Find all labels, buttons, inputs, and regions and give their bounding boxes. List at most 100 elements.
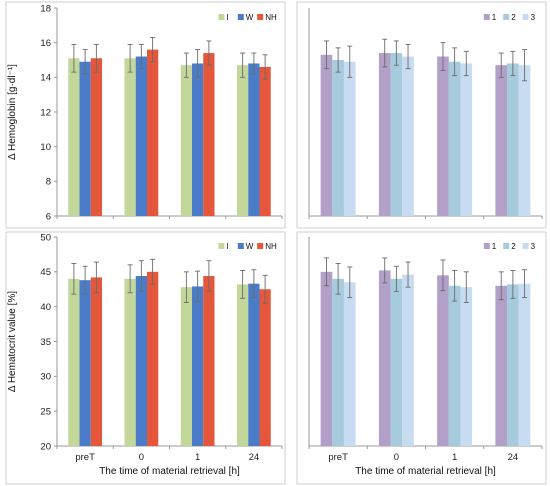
bar-I-1 [180,287,192,446]
bar-I-1 [180,65,192,216]
bar-3-1 [460,287,473,446]
bar-I-0 [124,58,136,217]
bar-NH-24 [259,289,271,446]
bar-I-24 [237,65,249,216]
y-tick-label: 10 [40,142,51,153]
y-tick-label: 16 [40,38,51,49]
y-tick-label: 6 [46,211,51,222]
y-tick-label: 40 [40,302,51,313]
x-tick-label: 0 [139,452,144,463]
bar-NH-0 [147,49,159,216]
legend-label-2: 2 [511,13,516,22]
legend-swatch-I [218,243,225,249]
legend-swatch-2 [503,243,510,249]
bar-3-1 [460,63,473,216]
legend-label-I: I [226,13,228,22]
bar-1-0 [378,270,391,446]
bar-3-preT [343,282,356,446]
bar-I-preT [68,278,80,446]
y-tick-label: 25 [40,406,51,417]
legend-swatch-1 [483,14,490,20]
x-tick-label: 24 [508,452,519,463]
bar-2-preT [332,60,344,216]
legend-swatch-I [218,14,225,20]
x-tick-label: preT [328,452,348,463]
bar-3-0 [402,274,414,446]
y-tick-label: 30 [40,372,51,383]
x-tick-label: 1 [195,452,200,463]
bar-W-0 [135,56,147,217]
legend-label-W: W [246,242,254,251]
legend-label-1: 1 [492,242,497,251]
y-tick-label: 8 [46,177,51,188]
bar-1-24 [495,65,508,216]
legend-label-3: 3 [531,13,536,22]
bar-W-1 [192,286,204,446]
bar-W-24 [248,283,260,446]
bar-I-0 [124,278,136,446]
y-tick-label: 18 [40,3,51,14]
legend-label-I: I [226,242,228,251]
bar-2-24 [507,63,519,216]
bar-W-1 [192,63,204,216]
bar-1-preT [320,271,333,446]
y-tick-label: 12 [40,107,51,118]
x-axis-label: The time of material retrieval [h] [355,466,496,477]
x-tick-label: preT [75,452,95,463]
bar-3-preT [343,61,356,216]
panel-frame [296,1,547,229]
chart-panel-top-right: 3 2 1 [296,1,547,229]
y-tick-label: 35 [40,337,51,348]
legend-swatch-3 [522,243,529,249]
panel-frame [5,231,286,485]
bar-NH-1 [203,53,215,216]
chart-panel-top-left: 6 8 10 12 14 16 18 NH W I Δ Hemoglobin [g·dl⁻¹] [5,1,286,229]
legend-label-1: 1 [492,13,497,22]
bar-2-0 [390,53,403,216]
bar-1-24 [495,285,508,446]
bar-2-24 [507,284,519,446]
bar-1-0 [378,53,391,216]
y-axis-label: Δ Hemoglobin [g·dl⁻¹] [7,64,18,160]
bar-3-24 [518,283,531,446]
legend-label-2: 2 [511,242,516,251]
y-tick-label: 45 [40,267,51,278]
bar-I-24 [237,284,249,446]
legend-swatch-W [237,14,244,20]
bar-1-1 [437,275,449,446]
legend-swatch-2 [503,14,510,20]
bar-3-0 [402,56,414,217]
chart-panel-bottom-left: 20 25 30 35 40 45 50 preT 0 1 24 NH W I Δ Hematocrit v… [5,231,286,485]
bar-W-preT [79,280,91,446]
x-tick-label: 1 [452,452,457,463]
bar-I-preT [68,58,80,217]
y-axis-label: Δ Hematocrit value [%] [7,291,18,392]
legend-swatch-3 [522,14,529,20]
bar-3-24 [518,65,531,216]
bar-2-0 [390,278,403,446]
panel-frame [5,1,286,229]
legend-label-W: W [246,13,254,22]
bar-W-preT [79,61,91,216]
bar-1-1 [437,56,449,217]
x-axis-label: The time of material retrieval [h] [99,466,240,477]
bar-W-24 [248,63,260,216]
chart-panel-bottom-right: preT 0 1 24 3 2 1 The time of material retrieva… [296,231,547,485]
bar-2-preT [332,278,344,446]
bar-1-preT [320,54,333,216]
legend-label-3: 3 [531,242,536,251]
bar-NH-0 [147,271,159,446]
bar-2-1 [448,61,461,216]
bar-NH-preT [90,277,102,446]
legend-label-NH: NH [265,242,277,251]
legend-swatch-NH [257,14,264,20]
x-tick-label: 0 [394,452,399,463]
bar-NH-1 [203,276,215,446]
legend-label-NH: NH [265,13,277,22]
bar-NH-preT [90,58,102,217]
bar-NH-24 [259,66,271,216]
legend-swatch-W [237,243,244,249]
legend-swatch-1 [483,243,490,249]
x-tick-label: 24 [249,452,260,463]
